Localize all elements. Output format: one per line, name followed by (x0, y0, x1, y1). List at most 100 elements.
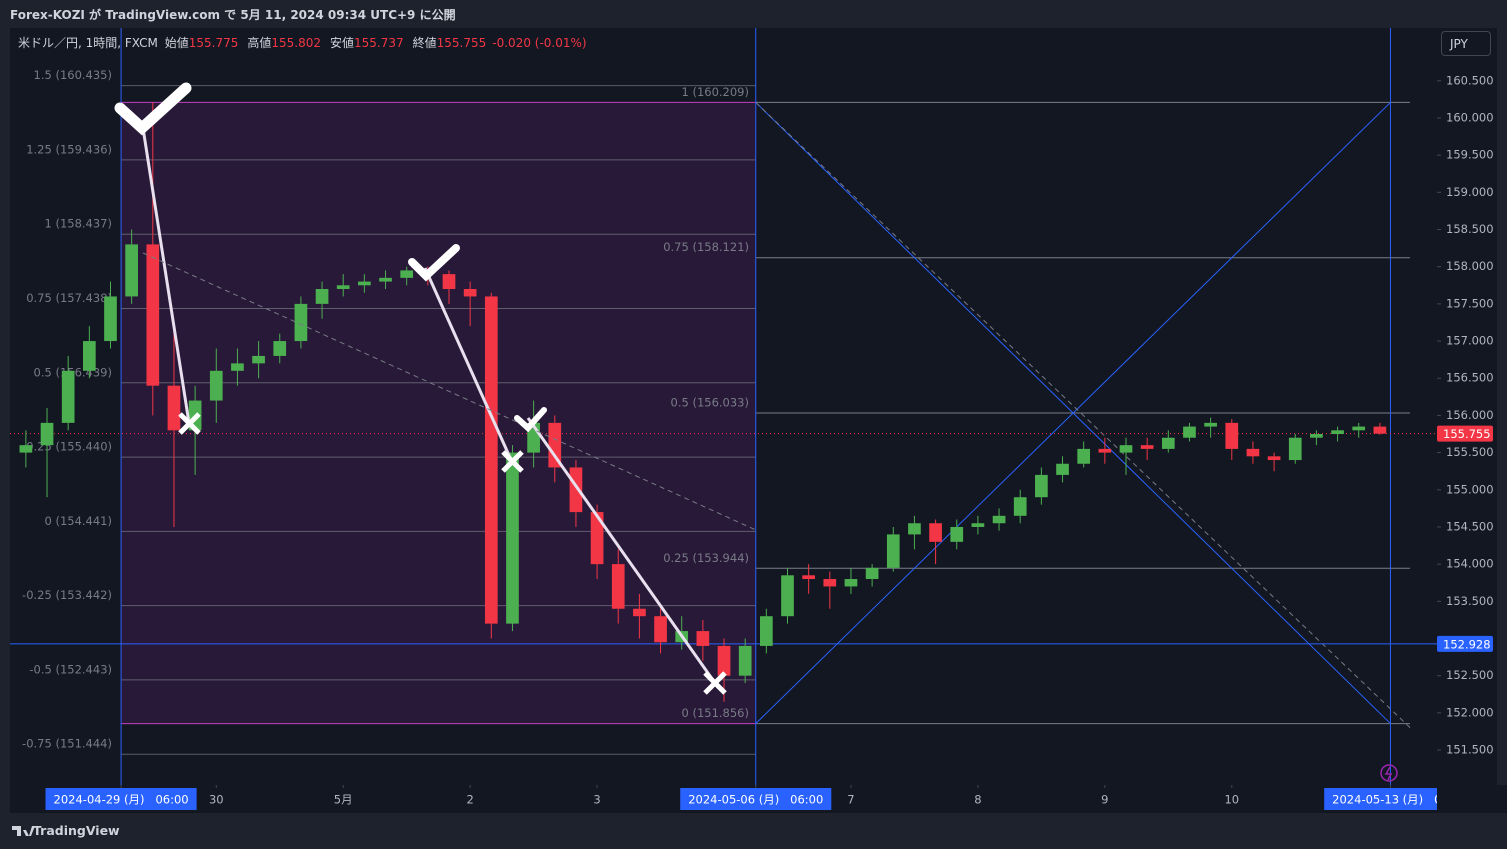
check-mark (514, 407, 547, 433)
candle-body (1056, 463, 1069, 475)
x-mark (501, 450, 524, 473)
x-tick-label: 30 (209, 793, 224, 807)
candle-body (1331, 430, 1344, 435)
fib-label: 0.5 (156.033) (671, 395, 749, 409)
candle-body (209, 370, 223, 401)
candle-body (1288, 437, 1302, 461)
y-tick-label: 158.500 (1446, 222, 1494, 236)
fib-label: 0.75 (157.438) (26, 291, 112, 305)
fib-zone (121, 102, 756, 724)
y-tick-label: 154.500 (1446, 519, 1494, 533)
x-tick-label: 2 (466, 793, 473, 807)
candle-body (1119, 445, 1133, 453)
legend-label: 安値 (330, 36, 355, 50)
y-tick-label: 152.500 (1446, 668, 1494, 682)
fib-label: 1.25 (159.436) (26, 142, 112, 156)
candle-body (1204, 422, 1217, 427)
candle-body (611, 564, 625, 609)
candle-body (294, 303, 308, 342)
candle-body (336, 285, 350, 290)
candle-body (40, 422, 54, 446)
y-tick-label: 157.000 (1446, 334, 1494, 348)
y-tick-label: 155.500 (1446, 445, 1494, 459)
candle-body (590, 512, 604, 565)
axis-mask (1437, 785, 1507, 813)
candle-body (1310, 434, 1323, 438)
candle-body (759, 616, 773, 646)
price-line-tag (1437, 635, 1493, 652)
candle-body (1077, 448, 1091, 464)
fib-label: 0.25 (155.440) (26, 440, 112, 454)
x-marker-tag (1324, 788, 1457, 810)
y-tick-label: 156.000 (1446, 408, 1494, 422)
x-mark (178, 412, 201, 435)
candle-body (358, 281, 371, 286)
candle-body (82, 341, 96, 371)
fib-label: 0.75 (158.121) (663, 240, 749, 254)
candle-body (19, 445, 33, 453)
currency-button[interactable]: JPY (1441, 31, 1491, 56)
logo: TradingView (33, 823, 120, 838)
legend: 米ドル／円, 1時間, FXCM 始値155.775 高値155.802 安値155… (18, 34, 593, 51)
candle-body (908, 523, 921, 535)
diagonal (755, 102, 1391, 724)
candle-body (696, 631, 710, 646)
x-tick-label: 2024-04-29 (月) 06:00 (54, 793, 189, 807)
x-mark (703, 671, 727, 695)
price-line-label: 152.928 (1443, 637, 1491, 651)
candle-body (125, 244, 138, 297)
y-tick-label: 156.500 (1446, 371, 1494, 385)
fib-label: -0.25 (153.442) (22, 588, 112, 602)
price-axis (1437, 28, 1497, 785)
candle-body (569, 467, 583, 513)
x-tick-label: 5月 (334, 793, 353, 807)
fib-label: -0.5 (152.443) (29, 662, 112, 676)
candle-body (146, 244, 160, 386)
y-tick-label: 152.000 (1446, 705, 1494, 719)
y-tick-label: 159.000 (1446, 185, 1494, 199)
x-tick-label: 3 (593, 793, 600, 807)
y-tick-label: 154.000 (1446, 557, 1494, 571)
annotations (114, 82, 1398, 782)
candle-body (1035, 474, 1048, 498)
trend-line (141, 127, 191, 424)
alert-icon[interactable] (1380, 764, 1398, 782)
candle-body (1267, 456, 1281, 461)
candle-body (1373, 426, 1387, 434)
x-marker-tag (680, 788, 832, 810)
x-tick-label: 7 (847, 793, 854, 807)
candle-body (252, 355, 265, 364)
y-tick-label: 157.500 (1446, 296, 1494, 310)
candle-body (463, 289, 477, 297)
candle-body (506, 452, 519, 624)
change: -0.020 (-0.01%) (492, 36, 587, 50)
dashed-line (755, 102, 1411, 728)
candle-body (167, 385, 181, 431)
x-tick-label: 8 (974, 793, 981, 807)
candle-body (865, 567, 879, 580)
candle-body (950, 526, 964, 542)
candle-body (1161, 437, 1175, 449)
alert-icon (1384, 766, 1393, 781)
symbol: 米ドル／円, 1時間, FXCM (18, 36, 158, 50)
candle-body (717, 645, 731, 676)
y-tick-label: 151.500 (1446, 743, 1494, 757)
fib-label: 1 (158.437) (44, 217, 112, 231)
check-mark (114, 82, 192, 136)
candle-body (929, 523, 942, 542)
candle-body (992, 515, 1006, 524)
candle-body (823, 579, 837, 587)
candle-body (379, 277, 392, 282)
last-price-label: 155.755 (1443, 427, 1491, 441)
candle-body (1225, 422, 1239, 449)
legend-label: 始値 (164, 36, 189, 50)
candle-body (315, 289, 329, 304)
candle-body (548, 422, 562, 468)
legend-value: 155.802 (271, 36, 321, 50)
y-tick-label: 160.000 (1446, 110, 1494, 124)
candle-body (442, 274, 456, 290)
candle-body (1183, 426, 1196, 438)
candle-body (633, 608, 646, 617)
